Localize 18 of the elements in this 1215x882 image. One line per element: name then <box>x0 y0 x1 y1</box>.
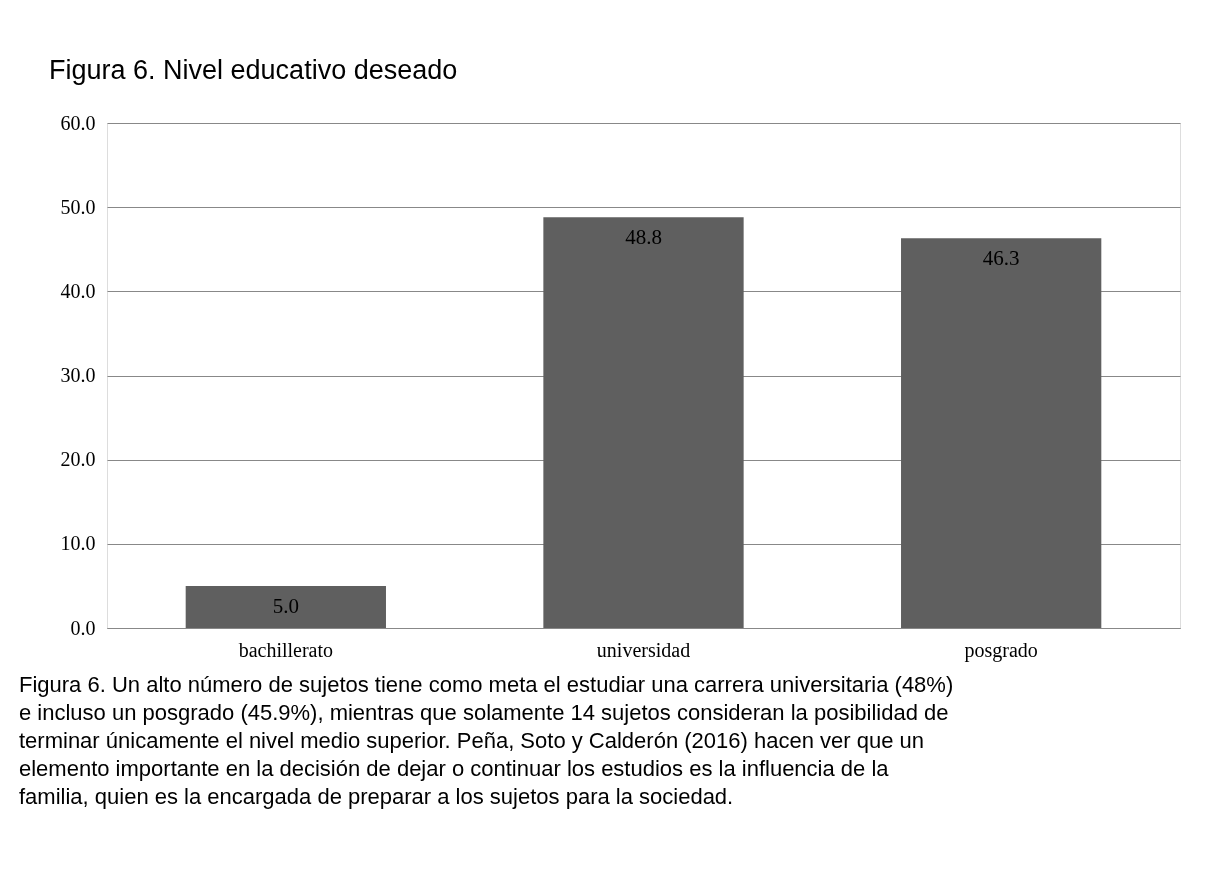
chart-title: Figura 6. Nivel educativo deseado <box>49 55 458 85</box>
data-label: 48.8 <box>625 225 662 250</box>
y-tick-label: 50.0 <box>60 195 96 218</box>
y-tick-label: 60.0 <box>60 111 96 134</box>
x-tick-label: bachillerato <box>238 638 334 661</box>
y-tick-label: 0.0 <box>70 616 96 639</box>
data-label: 46.3 <box>982 246 1020 271</box>
bar <box>185 585 386 628</box>
bar <box>543 217 744 628</box>
y-tick-label: 30.0 <box>60 364 96 386</box>
text: Figura 6. Un alto número de sujetos tiene como meta el estudiar una carrera universitaria (48%) e incluso un posgrado (45.9%), mientras que solamente 14 sujetos consideran la posibilidad de terminar únicamente el nivel medio superior. Peña, Soto y Calderón (2016) hacen ver que un elemento importante en la decisión de dejar o continuar los estudios es la influencia de la familia, quien es la encargada de preparar a los sujetos para la sociedad. <box>19 672 954 809</box>
x-tick-label: posgrado <box>964 638 1038 662</box>
bar <box>901 238 1102 628</box>
y-tick-label: 40.0 <box>60 279 96 302</box>
data-label: 5.0 <box>272 593 299 618</box>
y-tick-label: 20.0 <box>60 448 96 471</box>
y-tick-label: 10.0 <box>60 532 96 555</box>
x-tick-label: universidad <box>596 638 691 661</box>
